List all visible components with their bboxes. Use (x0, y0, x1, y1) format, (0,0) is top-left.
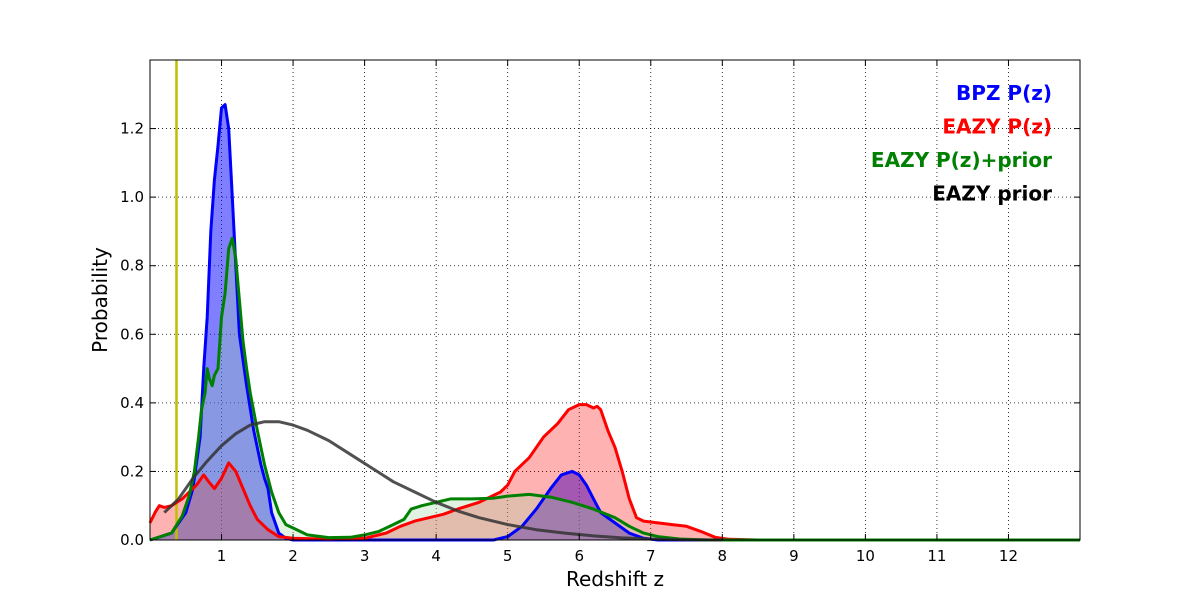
series-fill-bpz-p-z (150, 104, 1080, 540)
x-axis-ticks: 1 2 3 4 5 6 7 8 9 10 11 12 (217, 60, 1018, 565)
y-tick-label: 0.2 (120, 462, 144, 480)
series-line-eazy-p-z-prior (149, 236, 1080, 542)
series-fill-eazy-p-z (150, 404, 1080, 540)
legend-entry-eazy-prior: EAZY prior (932, 182, 1052, 206)
y-axis-title: Probability (88, 247, 112, 353)
x-tick-label: 12 (999, 547, 1018, 565)
series-fills (150, 104, 1080, 541)
y-tick-label: 0.4 (120, 394, 144, 412)
plot-background (150, 60, 1080, 540)
legend-entry-bpz-p-z: BPZ P(z) (956, 81, 1052, 105)
x-tick-label: 7 (646, 547, 656, 565)
series-lines (148, 103, 1080, 542)
x-axis-title: Redshift z (566, 567, 664, 591)
y-tick-label: 0.8 (120, 257, 144, 275)
x-tick-label: 10 (856, 547, 875, 565)
x-tick-label: 4 (431, 547, 441, 565)
x-tick-label: 6 (574, 547, 584, 565)
x-tick-label: 5 (503, 547, 513, 565)
grid-lines (150, 60, 1080, 540)
series-line-eazy-prior (163, 420, 723, 542)
y-axis-ticks: 0.0 0.2 0.4 0.6 0.8 1.0 1.2 (120, 120, 1080, 549)
series-line-bpz-p-z (149, 103, 1080, 542)
series-fill-eazy-p-z-prior (150, 238, 1080, 541)
legend: BPZ P(z) EAZY P(z) EAZY P(z)+prior EAZY pri… (871, 81, 1052, 206)
x-tick-label: 1 (217, 547, 227, 565)
series-line-eazy-p-z (148, 403, 1080, 542)
y-tick-label: 0.0 (120, 531, 144, 549)
y-tick-label: 1.2 (120, 120, 144, 138)
legend-entry-eazy-p-z: EAZY P(z) (942, 115, 1052, 139)
x-tick-label: 11 (927, 547, 946, 565)
x-tick-label: 9 (789, 547, 799, 565)
plot-frame (149, 59, 1081, 541)
x-tick-label: 3 (360, 547, 370, 565)
y-tick-label: 1.0 (120, 188, 144, 206)
y-tick-label: 0.6 (120, 325, 144, 343)
x-tick-label: 2 (288, 547, 298, 565)
legend-entry-eazy-p-z-prior: EAZY P(z)+prior (871, 148, 1052, 172)
x-tick-label: 8 (718, 547, 728, 565)
